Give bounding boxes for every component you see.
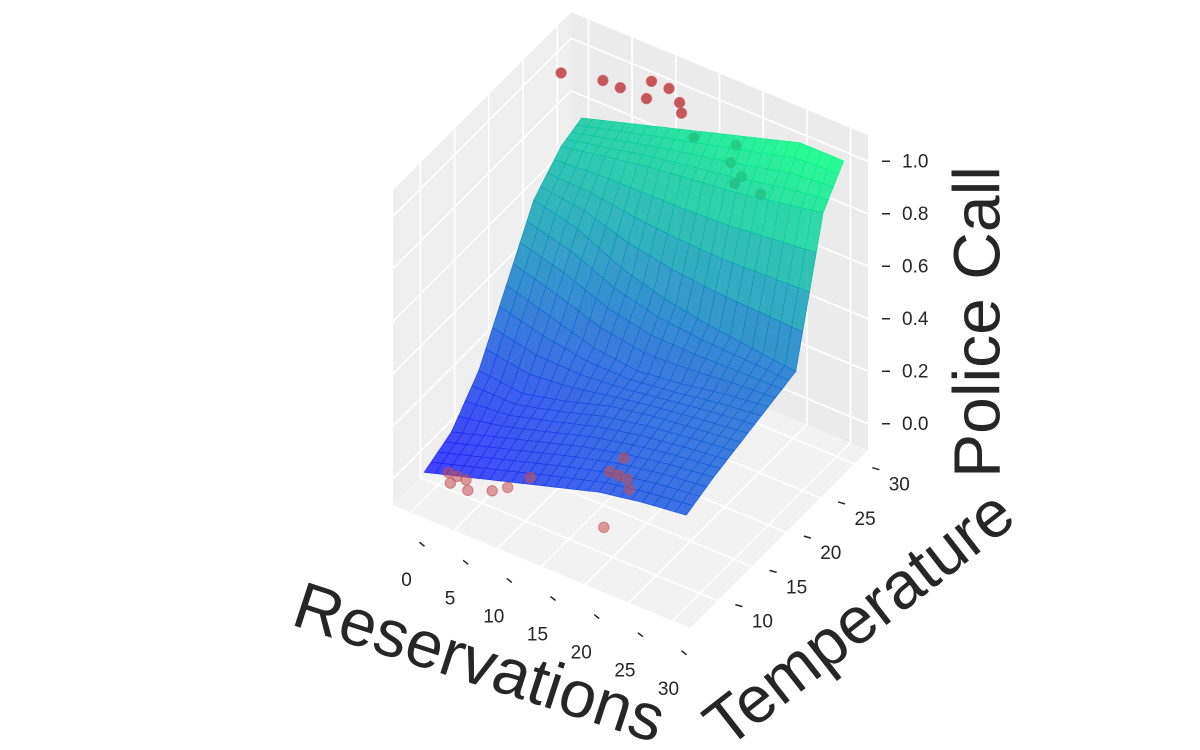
x-tick-label: 25 (614, 661, 635, 682)
z-tick-label: 0.2 (902, 361, 928, 382)
x-tick-mark (637, 632, 644, 638)
data-point (462, 484, 474, 497)
z-tick-label: 0.4 (902, 309, 929, 330)
x-tick-label: 5 (445, 588, 456, 609)
x-tick-label: 20 (571, 643, 592, 664)
y-tick-label: 20 (820, 543, 841, 564)
data-point (640, 92, 653, 105)
z-gridline (392, 37, 869, 217)
x-tick-label: 10 (483, 606, 504, 627)
y-tick-mark (803, 535, 812, 539)
data-point (524, 471, 536, 484)
data-point (673, 96, 686, 109)
y-tick-label: 10 (752, 612, 773, 633)
x-tick-mark (462, 559, 469, 565)
x-tick-mark (419, 541, 425, 547)
data-point (663, 82, 675, 95)
data-point (623, 483, 635, 496)
z-axis-title: Police Call (939, 166, 1013, 478)
y-gridline (419, 162, 718, 602)
x-tick-label: 15 (527, 625, 548, 646)
data-point (486, 485, 498, 497)
z-tick-label: 1.0 (902, 151, 928, 172)
y-tick-mark (769, 569, 777, 574)
data-point (621, 473, 634, 485)
fitted-surface (423, 117, 845, 516)
z-tick-label: 0.6 (902, 256, 928, 277)
surface-facet (674, 502, 694, 516)
x-tick-label: 30 (658, 679, 679, 700)
data-point (444, 477, 457, 489)
y-tick-mark (837, 501, 846, 505)
x-tick-label: 0 (401, 570, 412, 591)
x-tick-mark (593, 614, 600, 620)
z-tick-label: 0.0 (902, 414, 928, 435)
data-point (598, 521, 610, 533)
data-point (614, 82, 626, 94)
y-tick-label: 15 (786, 577, 807, 598)
y-tick-label: 25 (855, 509, 876, 530)
y-tick-mark (735, 603, 743, 608)
x-tick-mark (550, 595, 556, 602)
tick-marks (419, 160, 890, 656)
data-point (645, 75, 658, 88)
x-tick-mark (681, 650, 687, 656)
tick-labels: 0 5 10 15 20 25 30 10 15 20 25 30 0.0 0.2 0.4 0.6 0.8 1.0 (401, 151, 929, 700)
data-point (618, 452, 630, 464)
x-tick-mark (506, 577, 513, 583)
y-tick-label: 30 (889, 475, 910, 496)
y-tick-mark (872, 466, 880, 471)
z-tick-label: 0.8 (902, 204, 928, 225)
data-point (460, 474, 472, 486)
scatter-points-front (442, 452, 635, 533)
data-point (675, 107, 688, 119)
data-point (597, 74, 609, 87)
data-point (555, 67, 567, 79)
data-point (502, 481, 514, 494)
x-gridline (671, 127, 852, 622)
